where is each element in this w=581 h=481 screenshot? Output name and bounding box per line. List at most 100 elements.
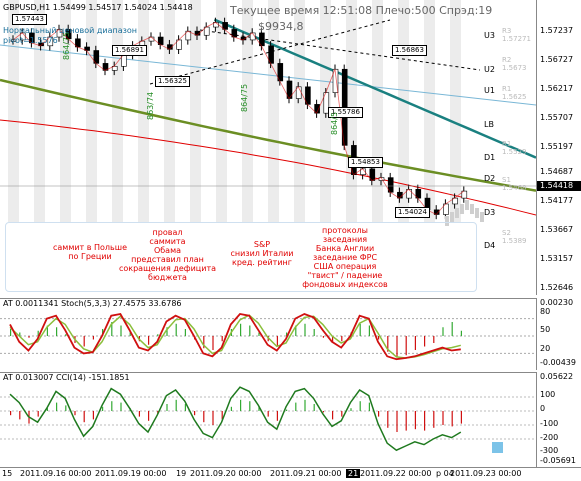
cci-histogram-bar	[258, 406, 260, 411]
session-band	[112, 0, 123, 222]
cci-histogram-bar	[350, 408, 352, 411]
range-legend: Нормальный ценовой диапазон	[3, 26, 138, 35]
cci-histogram-bar	[396, 411, 398, 432]
server-time-info: Текущее время 12:51:08 Плечо:500 Спрэд:1…	[230, 4, 493, 17]
moving-average-olive	[0, 78, 536, 192]
cci-histogram-bar	[249, 401, 251, 411]
stoch-histogram-bar	[92, 336, 94, 340]
level-d3: D3	[484, 208, 496, 217]
balance-info: $9934,8	[258, 20, 304, 33]
stoch-histogram-bar	[276, 336, 278, 347]
cci-tick: 100	[540, 390, 556, 399]
time-tick: 15	[2, 469, 13, 478]
stoch-histogram-bar	[111, 322, 113, 336]
cci-histogram-bar	[359, 401, 361, 411]
stoch-histogram-bar	[184, 329, 186, 336]
cci-histogram-bar	[65, 405, 67, 411]
stoch-histogram-bar	[221, 336, 223, 342]
stoch-histogram-bar	[249, 325, 251, 336]
candle-body	[332, 68, 339, 93]
stoch-histogram-bar	[322, 336, 324, 338]
cci-panel[interactable]: AT 0.013007 CCI(14) -151.1851	[0, 372, 536, 468]
price-axis: 1.57237 1.56727 1.56217 1.55707 1.55197 …	[536, 0, 581, 295]
time-tick: 2011.09.16 00:00	[20, 469, 92, 478]
projection-bar	[460, 204, 464, 214]
stoch-histogram-bar	[148, 336, 150, 345]
projection-bar	[480, 212, 484, 222]
price-tick: 1.56727	[540, 55, 574, 64]
session-band	[60, 0, 71, 222]
cci-line	[9, 386, 462, 452]
cci-histogram-bar	[175, 399, 177, 411]
stoch-tick: 50	[540, 325, 551, 334]
stoch-histogram-bar	[240, 323, 242, 336]
stoch-histogram-bar	[46, 325, 48, 336]
stoch-histogram-bar	[396, 336, 398, 357]
price-tick: 1.54177	[540, 196, 574, 205]
price-tick: 1.54687	[540, 167, 574, 176]
stoch-histogram-bar	[368, 325, 370, 336]
stoch-histogram-bar	[28, 336, 30, 338]
candle-body	[314, 104, 320, 114]
cci-histogram-bar	[267, 411, 269, 417]
stoch-histogram-bar	[341, 336, 343, 342]
time-tick: 2011.09.22 00:00	[360, 469, 432, 478]
cci-tick: 0.05622	[540, 372, 574, 381]
stoch-histogram-bar	[304, 323, 306, 336]
level-d2: D2	[484, 174, 496, 183]
cci-axis: 0.05622 100 0 -100 -200 -300 -0.05691	[536, 372, 581, 467]
stoch-histogram-bar	[295, 325, 297, 336]
cci-histogram-bar	[286, 409, 288, 411]
price-box: 1.56891	[112, 45, 147, 56]
level-d4: D4	[484, 241, 496, 250]
candle-body	[286, 80, 293, 99]
price-box: 1.54853	[348, 157, 383, 168]
cci-histogram-bar	[56, 402, 58, 411]
trend-line	[199, 29, 481, 71]
price-chart-panel[interactable]: GBPUSD,H1 1.54499 1.54517 1.54024 1.5441…	[0, 0, 536, 295]
stoch-tick: -0.00439	[540, 358, 576, 367]
stochastic-panel[interactable]: AT 0.0011341 Stoch(5,3,3) 27.4575 33.678…	[0, 298, 536, 371]
stoch-histogram-bar	[332, 336, 334, 343]
pivot-level-label: R1 1.5625	[502, 85, 527, 101]
cci-label: AT 0.013007 CCI(14) -151.1851	[3, 373, 130, 382]
cci-histogram-bar	[460, 411, 462, 424]
stoch-histogram-bar	[37, 330, 39, 336]
price-tick: 1.56217	[540, 84, 574, 93]
pivot-level-label: R3 1.57271	[502, 27, 531, 43]
session-band	[372, 0, 383, 222]
stoch-histogram-bar	[10, 329, 12, 336]
symbol-info: GBPUSD,H1 1.54499 1.54517 1.54024 1.5441…	[3, 3, 193, 12]
stochastic-axis: 0.00230 80 50 20 -0.00439	[536, 298, 581, 370]
vertical-label: 864/75	[240, 83, 249, 112]
session-band	[8, 0, 19, 222]
cci-histogram-bar	[74, 411, 76, 416]
session-band	[398, 0, 409, 222]
time-tick: 2011.09.20 00:00	[190, 469, 262, 478]
level-u2: U2	[484, 65, 495, 74]
stoch-histogram-bar	[433, 336, 435, 343]
cci-histogram-bar	[304, 399, 306, 411]
cci-histogram-bar	[368, 402, 370, 411]
cci-tick: -200	[540, 433, 559, 442]
pivot-level-label: S1 1.5468	[502, 176, 527, 192]
session-band	[294, 0, 305, 222]
annotation-summit-failure: провал саммита Обама представил план сок…	[118, 228, 217, 282]
cci-histogram-bar	[341, 411, 343, 417]
stoch-tick: 80	[540, 307, 551, 316]
price-box: 1.55786	[328, 107, 363, 118]
session-band	[86, 0, 97, 222]
projection-bar	[475, 208, 479, 218]
stoch-histogram-bar	[157, 334, 159, 336]
time-tick: 2011.09.21 00:00	[270, 469, 342, 478]
cci-histogram-bar	[322, 411, 324, 413]
price-box: 1.57443	[12, 14, 47, 25]
cci-histogram-bar	[240, 399, 242, 411]
cci-histogram-bar	[276, 411, 278, 421]
stoch-histogram-bar	[387, 336, 389, 352]
cci-histogram-bar	[212, 411, 214, 425]
stoch-tick: 20	[540, 344, 551, 353]
annotation-poland-summit: саммит в Польше по Греции	[52, 243, 127, 261]
cci-histogram-bar	[83, 411, 85, 423]
stoch-histogram-bar	[203, 336, 205, 349]
